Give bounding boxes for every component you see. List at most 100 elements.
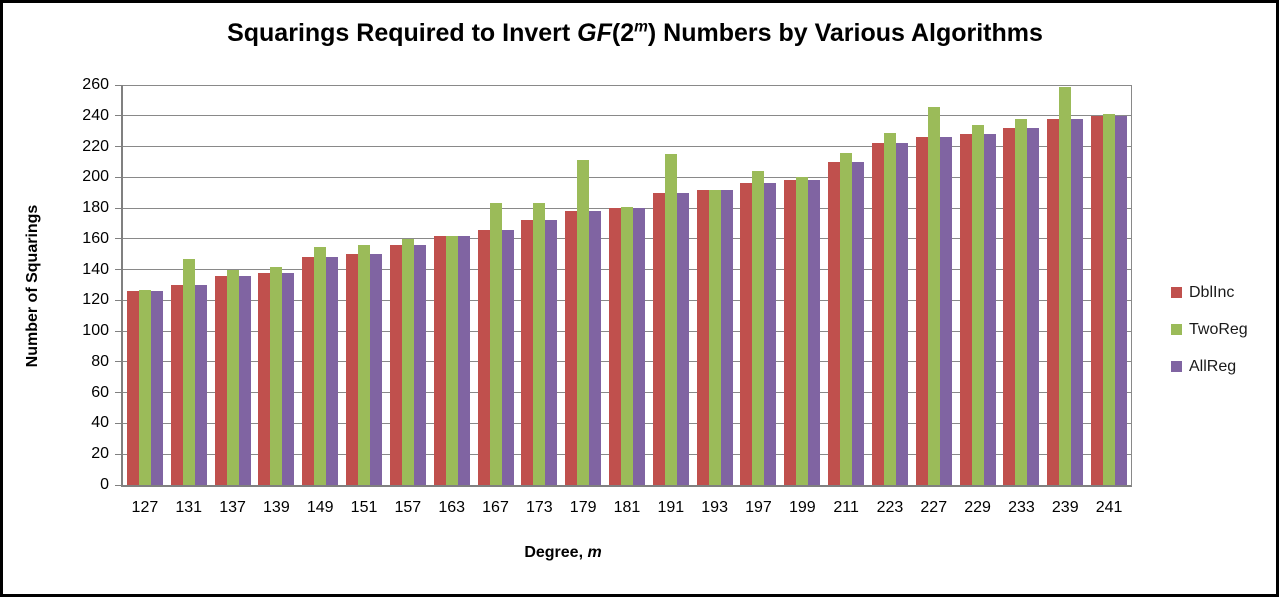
bar-tworeg-229: [971, 125, 984, 485]
y-tick-label: 0: [100, 476, 109, 493]
bar-allreg-149: [326, 257, 339, 485]
bar-dblinc-167: [477, 229, 490, 485]
x-tick-label: 157: [394, 499, 422, 516]
y-tick-label: 160: [82, 229, 109, 247]
bar-allreg-167: [501, 229, 514, 485]
bar-dblinc-227: [915, 137, 928, 485]
chart-title: Squarings Required to Invert GF(2m) Numb…: [3, 19, 1267, 48]
bar-dblinc-191: [652, 192, 665, 485]
y-tick-label: 60: [91, 383, 109, 401]
bar-tworeg-191: [664, 154, 677, 485]
gridline: [123, 115, 1131, 117]
bar-dblinc-241: [1091, 115, 1104, 485]
x-tick-label: 233: [1008, 499, 1035, 516]
bar-tworeg-241: [1103, 114, 1116, 485]
bar-tworeg-139: [270, 266, 283, 485]
y-axis-tick: [115, 269, 121, 271]
bar-allreg-191: [676, 192, 689, 485]
title-superscript-m: m: [634, 18, 648, 36]
x-tick-label: 151: [350, 499, 378, 516]
bar-allreg-157: [413, 245, 426, 485]
bar-allreg-197: [764, 183, 777, 485]
bar-dblinc-139: [258, 272, 271, 485]
bar-dblinc-131: [170, 285, 183, 485]
y-axis-tick: [115, 238, 121, 240]
legend-label-allreg: AllReg: [1189, 357, 1237, 375]
y-axis-tick: [115, 330, 121, 332]
y-tick-label: 20: [91, 445, 109, 463]
y-axis-tick: [115, 392, 121, 394]
x-tick-label: 199: [788, 499, 816, 516]
y-axis-tick: [115, 299, 121, 301]
bar-tworeg-149: [314, 246, 327, 485]
bar-allreg-131: [194, 285, 207, 485]
y-tick-label: 260: [82, 76, 109, 93]
y-tick-label: 80: [91, 352, 109, 370]
legend-label-tworeg: TwoReg: [1189, 320, 1248, 338]
x-tick-label: 239: [1051, 499, 1079, 516]
bar-dblinc-181: [609, 208, 621, 485]
bar-dblinc-197: [740, 183, 753, 485]
y-axis-tick: [115, 146, 121, 148]
bar-tworeg-199: [796, 177, 809, 485]
x-tick-label: 181: [613, 499, 641, 516]
bar-tworeg-193: [708, 189, 721, 485]
x-tick-label: 193: [701, 499, 728, 516]
bar-dblinc-211: [828, 161, 841, 485]
y-tick-label: 240: [82, 106, 109, 124]
legend-item-dblinc: DblInc: [1171, 284, 1248, 301]
legend-item-allreg: AllReg: [1171, 358, 1248, 375]
bar-dblinc-193: [696, 189, 709, 485]
bar-dblinc-199: [784, 180, 797, 485]
bar-allreg-163: [457, 235, 470, 485]
bar-allreg-173: [545, 220, 558, 485]
bar-tworeg-131: [182, 258, 195, 485]
y-tick-label: 220: [82, 137, 109, 155]
bar-allreg-227: [939, 137, 952, 485]
bar-allreg-137: [238, 275, 251, 485]
x-tick-label: 191: [657, 499, 685, 516]
y-tick-label: 40: [91, 414, 109, 432]
bar-tworeg-223: [883, 132, 896, 485]
x-tick-label: 127: [131, 499, 159, 516]
bar-allreg-241: [1115, 115, 1128, 485]
legend-label-dblinc: DblInc: [1189, 283, 1235, 301]
x-tick-label: 137: [219, 499, 246, 516]
bar-tworeg-227: [927, 106, 940, 485]
bar-tworeg-167: [489, 203, 502, 485]
gridline: [123, 84, 1131, 86]
y-axis-tick: [115, 84, 121, 86]
x-tick-label: 149: [306, 499, 334, 516]
bar-allreg-199: [808, 180, 821, 485]
bar-dblinc-127: [126, 291, 139, 485]
bar-tworeg-163: [445, 235, 458, 485]
bar-tworeg-179: [577, 160, 590, 485]
x-axis-title-text: Degree,: [524, 544, 588, 561]
y-tick-label: 180: [82, 199, 109, 217]
x-tick-label: 173: [525, 499, 553, 516]
bar-dblinc-229: [959, 134, 972, 485]
bar-dblinc-149: [302, 257, 315, 485]
bar-dblinc-173: [521, 220, 534, 485]
x-tick-label: 223: [876, 499, 904, 516]
y-axis-tick: [115, 176, 121, 178]
y-axis-tick: [115, 484, 121, 486]
legend: DblInc TwoReg AllReg: [1171, 284, 1248, 395]
bar-allreg-151: [370, 254, 383, 485]
x-tick-label: 227: [920, 499, 948, 516]
x-tick-label: 197: [745, 499, 772, 516]
bar-allreg-211: [852, 161, 865, 485]
y-tick-label: 120: [82, 291, 109, 309]
bar-tworeg-127: [138, 289, 151, 485]
bar-allreg-193: [720, 189, 733, 485]
bar-tworeg-197: [752, 171, 765, 485]
x-tick-label: 131: [175, 499, 203, 516]
y-axis-tick: [115, 361, 121, 363]
x-tick-label: 241: [1095, 499, 1123, 516]
y-tick-label: 140: [82, 260, 109, 278]
bar-tworeg-233: [1015, 118, 1028, 485]
x-axis-title-var: m: [587, 544, 602, 561]
gridline: [123, 146, 1131, 148]
title-text-pre: Squarings Required to Invert: [227, 19, 578, 47]
